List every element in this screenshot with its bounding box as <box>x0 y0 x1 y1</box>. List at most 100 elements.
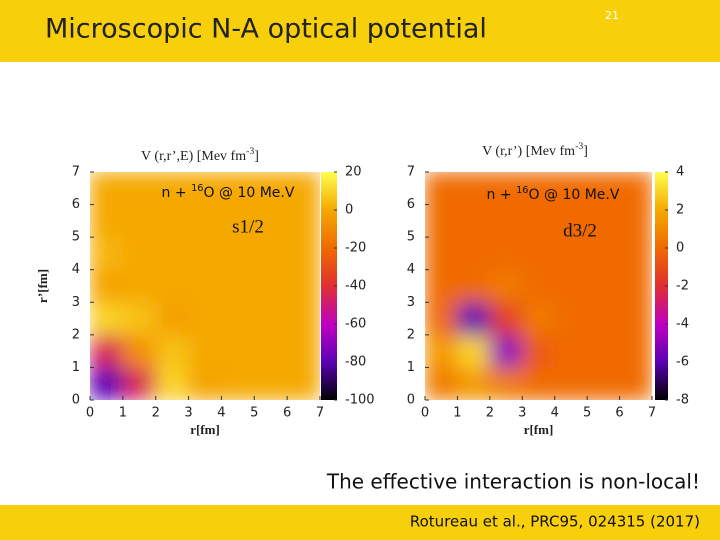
x-tick-label: 7 <box>648 406 656 421</box>
x-tick-label: 7 <box>316 406 324 421</box>
heatmap-cell <box>286 334 320 368</box>
y-tick-label: 1 <box>407 360 415 375</box>
colorbar-tick-label: -80 <box>345 355 366 370</box>
colorbar <box>655 172 668 400</box>
y-tick-label: 7 <box>72 165 80 180</box>
heatmap-cell <box>188 334 222 368</box>
annotation-part: 16 <box>191 183 203 194</box>
heatmap-cell <box>456 172 491 206</box>
heatmap-cell <box>220 204 255 238</box>
x-tick-label: 2 <box>152 406 160 421</box>
curve-label: d3/2 <box>563 220 597 241</box>
y-tick-label: 2 <box>72 327 80 342</box>
y-tick-label: 5 <box>407 230 415 245</box>
heatmap-cell <box>456 236 491 271</box>
annotation: n + 16O @ 10 Me.V <box>162 183 295 202</box>
colorbar <box>321 172 337 400</box>
heatmap-cell <box>188 269 222 303</box>
heatmap-cell <box>521 204 556 238</box>
heatmap-cell <box>220 172 255 206</box>
heatmap-cell <box>253 334 288 368</box>
heatmap-cell <box>155 172 190 206</box>
colorbar-tick-label: 20 <box>345 165 362 180</box>
header-band <box>0 0 720 62</box>
heatmap-cell <box>554 204 588 238</box>
heatmap-cell <box>586 172 621 206</box>
heatmap-cell <box>456 204 491 238</box>
heatmap-cell <box>619 236 652 271</box>
annotation-part: 16 <box>516 185 528 196</box>
colorbar-tick-label: 2 <box>676 203 684 218</box>
heatmap-cell <box>188 236 222 271</box>
heatmap-cell <box>122 172 157 206</box>
x-tick-label: 2 <box>486 406 494 421</box>
heatmap-cell <box>90 269 124 303</box>
heatmap-cell <box>188 204 222 238</box>
heatmap-cell <box>122 334 157 368</box>
heatmap-cell <box>619 301 652 336</box>
heatmap-cell <box>456 366 491 400</box>
y-tick-label: 7 <box>407 165 415 180</box>
colorbar-tick-label: -40 <box>345 279 366 294</box>
heatmap-cell <box>489 366 523 400</box>
x-tick-label: 0 <box>86 406 94 421</box>
y-tick-label: 3 <box>72 295 80 310</box>
chart-title: V (r,r’) [Mev fm-3] <box>482 141 588 159</box>
y-tick-label: 0 <box>407 393 415 408</box>
heatmap-cell <box>286 269 320 303</box>
heatmap-cell <box>489 172 523 206</box>
heatmap-cell <box>90 334 124 368</box>
heatmap-cell <box>425 204 458 238</box>
heatmap-cell <box>220 269 255 303</box>
x-tick-label: 1 <box>453 406 461 421</box>
y-tick-label: 4 <box>407 262 415 277</box>
x-axis-label: r[fm] <box>524 422 554 437</box>
slide-number: 21 <box>605 9 619 22</box>
x-tick-label: 0 <box>421 406 429 421</box>
heatmap-cell <box>425 334 458 368</box>
heatmap-cell <box>155 204 190 238</box>
heatmap-cell <box>586 334 621 368</box>
colorbar-tick-label: 4 <box>676 165 684 180</box>
heatmap-cell <box>188 172 222 206</box>
y-tick-label: 3 <box>407 295 415 310</box>
heatmap-cell <box>253 301 288 336</box>
heatmap-cell <box>253 269 288 303</box>
heatmap-cell <box>253 366 288 400</box>
heatmap-cell <box>619 204 652 238</box>
heatmap-cell <box>122 301 157 336</box>
heatmap-cell <box>521 334 556 368</box>
heatmap-cell <box>90 301 124 336</box>
heatmap-cell <box>155 269 190 303</box>
annotation-part: n + <box>487 187 517 203</box>
colorbar-tick-label: -100 <box>345 393 375 408</box>
chart-title-part: -3 <box>246 146 254 157</box>
heatmap-cell <box>155 236 190 271</box>
colorbar-tick-label: -8 <box>676 393 689 408</box>
annotation: n + 16O @ 10 Me.V <box>487 185 620 204</box>
heatmap-cell <box>521 236 556 271</box>
y-tick-label: 5 <box>72 230 80 245</box>
heatmap-cell <box>425 236 458 271</box>
heatmap-cell <box>456 301 491 336</box>
heatmap-cell <box>425 269 458 303</box>
x-tick-label: 3 <box>184 406 192 421</box>
colorbar-tick-label: 0 <box>345 203 353 218</box>
heatmap-cell <box>188 301 222 336</box>
x-tick-label: 5 <box>583 406 591 421</box>
annotation-part: O @ 10 Me.V <box>204 185 295 201</box>
heatmap-cell <box>122 204 157 238</box>
heatmap-cell <box>554 334 588 368</box>
x-tick-label: 6 <box>283 406 291 421</box>
citation: Rotureau et al., PRC95, 024315 (2017) <box>410 513 700 531</box>
footer-band <box>0 505 720 540</box>
heatmap-cell <box>220 366 255 400</box>
heatmap-cell <box>286 301 320 336</box>
heatmap-clip <box>90 172 320 400</box>
heatmap-cell <box>122 236 157 271</box>
y-tick-label: 2 <box>407 327 415 342</box>
heatmap-cell <box>122 269 157 303</box>
x-tick-label: 4 <box>217 406 225 421</box>
heatmap-cell <box>554 172 588 206</box>
